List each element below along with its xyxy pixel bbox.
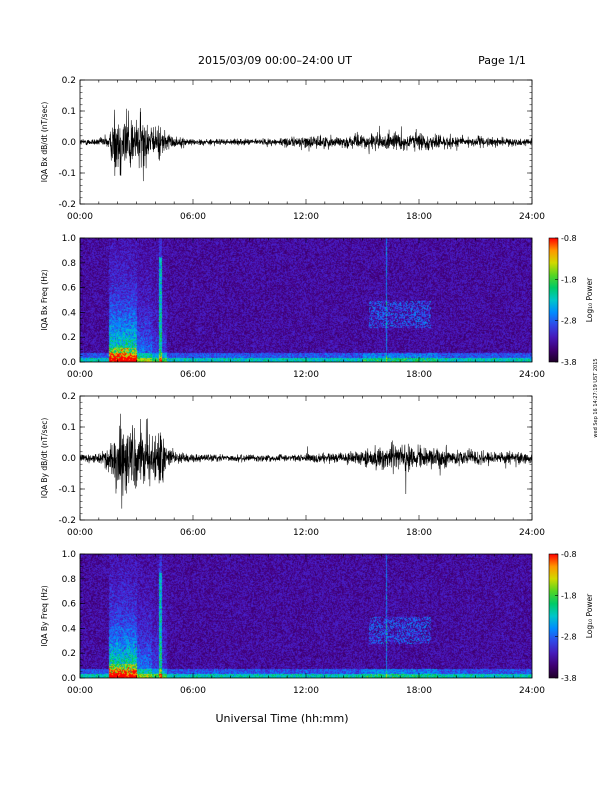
y-tick-label: 0.0	[62, 358, 77, 368]
x-tick-label: 06:00	[180, 370, 206, 380]
y-tick-label: 0.0	[62, 674, 77, 684]
x-tick-label: 12:00	[293, 528, 319, 538]
x-tick-label: 18:00	[406, 686, 432, 696]
x-tick-label: 00:00	[67, 370, 93, 380]
signal-trace	[80, 108, 532, 182]
x-tick-label: 06:00	[180, 686, 206, 696]
page-number: Page 1/1	[478, 54, 526, 67]
colorbar-title: Log₁₀ Power	[585, 277, 594, 322]
colorbar-tick-label: -2.8	[561, 317, 577, 326]
y-tick-label: 0.0	[62, 138, 77, 148]
x-tick-label: 18:00	[406, 212, 432, 222]
y-tick-label: -0.2	[58, 200, 76, 210]
y-tick-label: 0.4	[62, 624, 77, 634]
x-tick-label: 12:00	[293, 686, 319, 696]
colorbar-tick-label: -1.8	[561, 591, 577, 600]
panels: 0.2 0.1 0.0 -0.1 -0.2 00:00 06:00 12:00 18:00 24:…	[40, 76, 594, 696]
colorbar-tick-label: -2.8	[561, 633, 577, 642]
x-tick-label: 24:00	[519, 212, 545, 222]
y-tick-label: 0.1	[62, 107, 76, 117]
spectrogram-image	[80, 554, 532, 678]
colorbar	[548, 553, 559, 679]
colorbar-title: Log₁₀ Power	[585, 593, 594, 638]
y-tick-label: 0.8	[62, 259, 77, 269]
x-tick-label: 00:00	[67, 686, 93, 696]
y-tick-label: 1.0	[62, 550, 77, 560]
x-tick-label: 24:00	[519, 370, 545, 380]
colorbar-tick-label: -0.8	[561, 234, 577, 243]
x-tick-label: 24:00	[519, 686, 545, 696]
y-tick-label: -0.1	[58, 485, 76, 495]
x-axis-label: Universal Time (hh:mm)	[216, 712, 349, 725]
spectrogram-image	[80, 238, 532, 362]
signal-trace	[80, 413, 532, 509]
y-tick-label: 0.2	[62, 76, 76, 86]
colorbar-tick-label: -3.8	[561, 358, 577, 367]
x-tick-label: 24:00	[519, 528, 545, 538]
side-stamp: wed Sep 16 14:27:19 UST 2015	[593, 358, 599, 437]
y-tick-label: 0.2	[62, 392, 76, 402]
x-tick-label: 00:00	[67, 528, 93, 538]
colorbar-tick-label: -0.8	[561, 550, 577, 559]
y-tick-label: -0.1	[58, 169, 76, 179]
y-axis-label: IQA By Freq (Hz)	[40, 585, 49, 647]
x-tick-label: 18:00	[406, 370, 432, 380]
y-axis-label: IQA Bx Freq (Hz)	[40, 269, 49, 331]
x-tick-label: 06:00	[180, 212, 206, 222]
y-tick-label: -0.2	[58, 516, 76, 526]
date-range-title: 2015/03/09 00:00–24:00 UT	[198, 54, 352, 67]
colorbar-tick-label: -3.8	[561, 674, 577, 683]
x-tick-label: 00:00	[67, 212, 93, 222]
y-tick-label: 0.6	[62, 284, 77, 294]
y-tick-label: 0.1	[62, 423, 76, 433]
y-tick-label: 0.2	[62, 333, 76, 343]
y-tick-label: 0.2	[62, 649, 76, 659]
y-tick-label: 0.6	[62, 600, 77, 610]
y-tick-label: 0.8	[62, 575, 77, 585]
colorbar-tick-label: -1.8	[561, 275, 577, 284]
x-tick-label: 18:00	[406, 528, 432, 538]
y-axis-label: IQA By dB/dt (nT/sec)	[40, 418, 49, 499]
x-tick-label: 12:00	[293, 370, 319, 380]
x-tick-label: 06:00	[180, 528, 206, 538]
y-tick-label: 0.4	[62, 308, 77, 318]
y-tick-label: 1.0	[62, 234, 77, 244]
y-axis-label: IQA Bx dB/dt (nT/sec)	[40, 102, 49, 183]
y-tick-label: 0.0	[62, 454, 77, 464]
colorbar	[548, 237, 559, 363]
x-tick-label: 12:00	[293, 212, 319, 222]
